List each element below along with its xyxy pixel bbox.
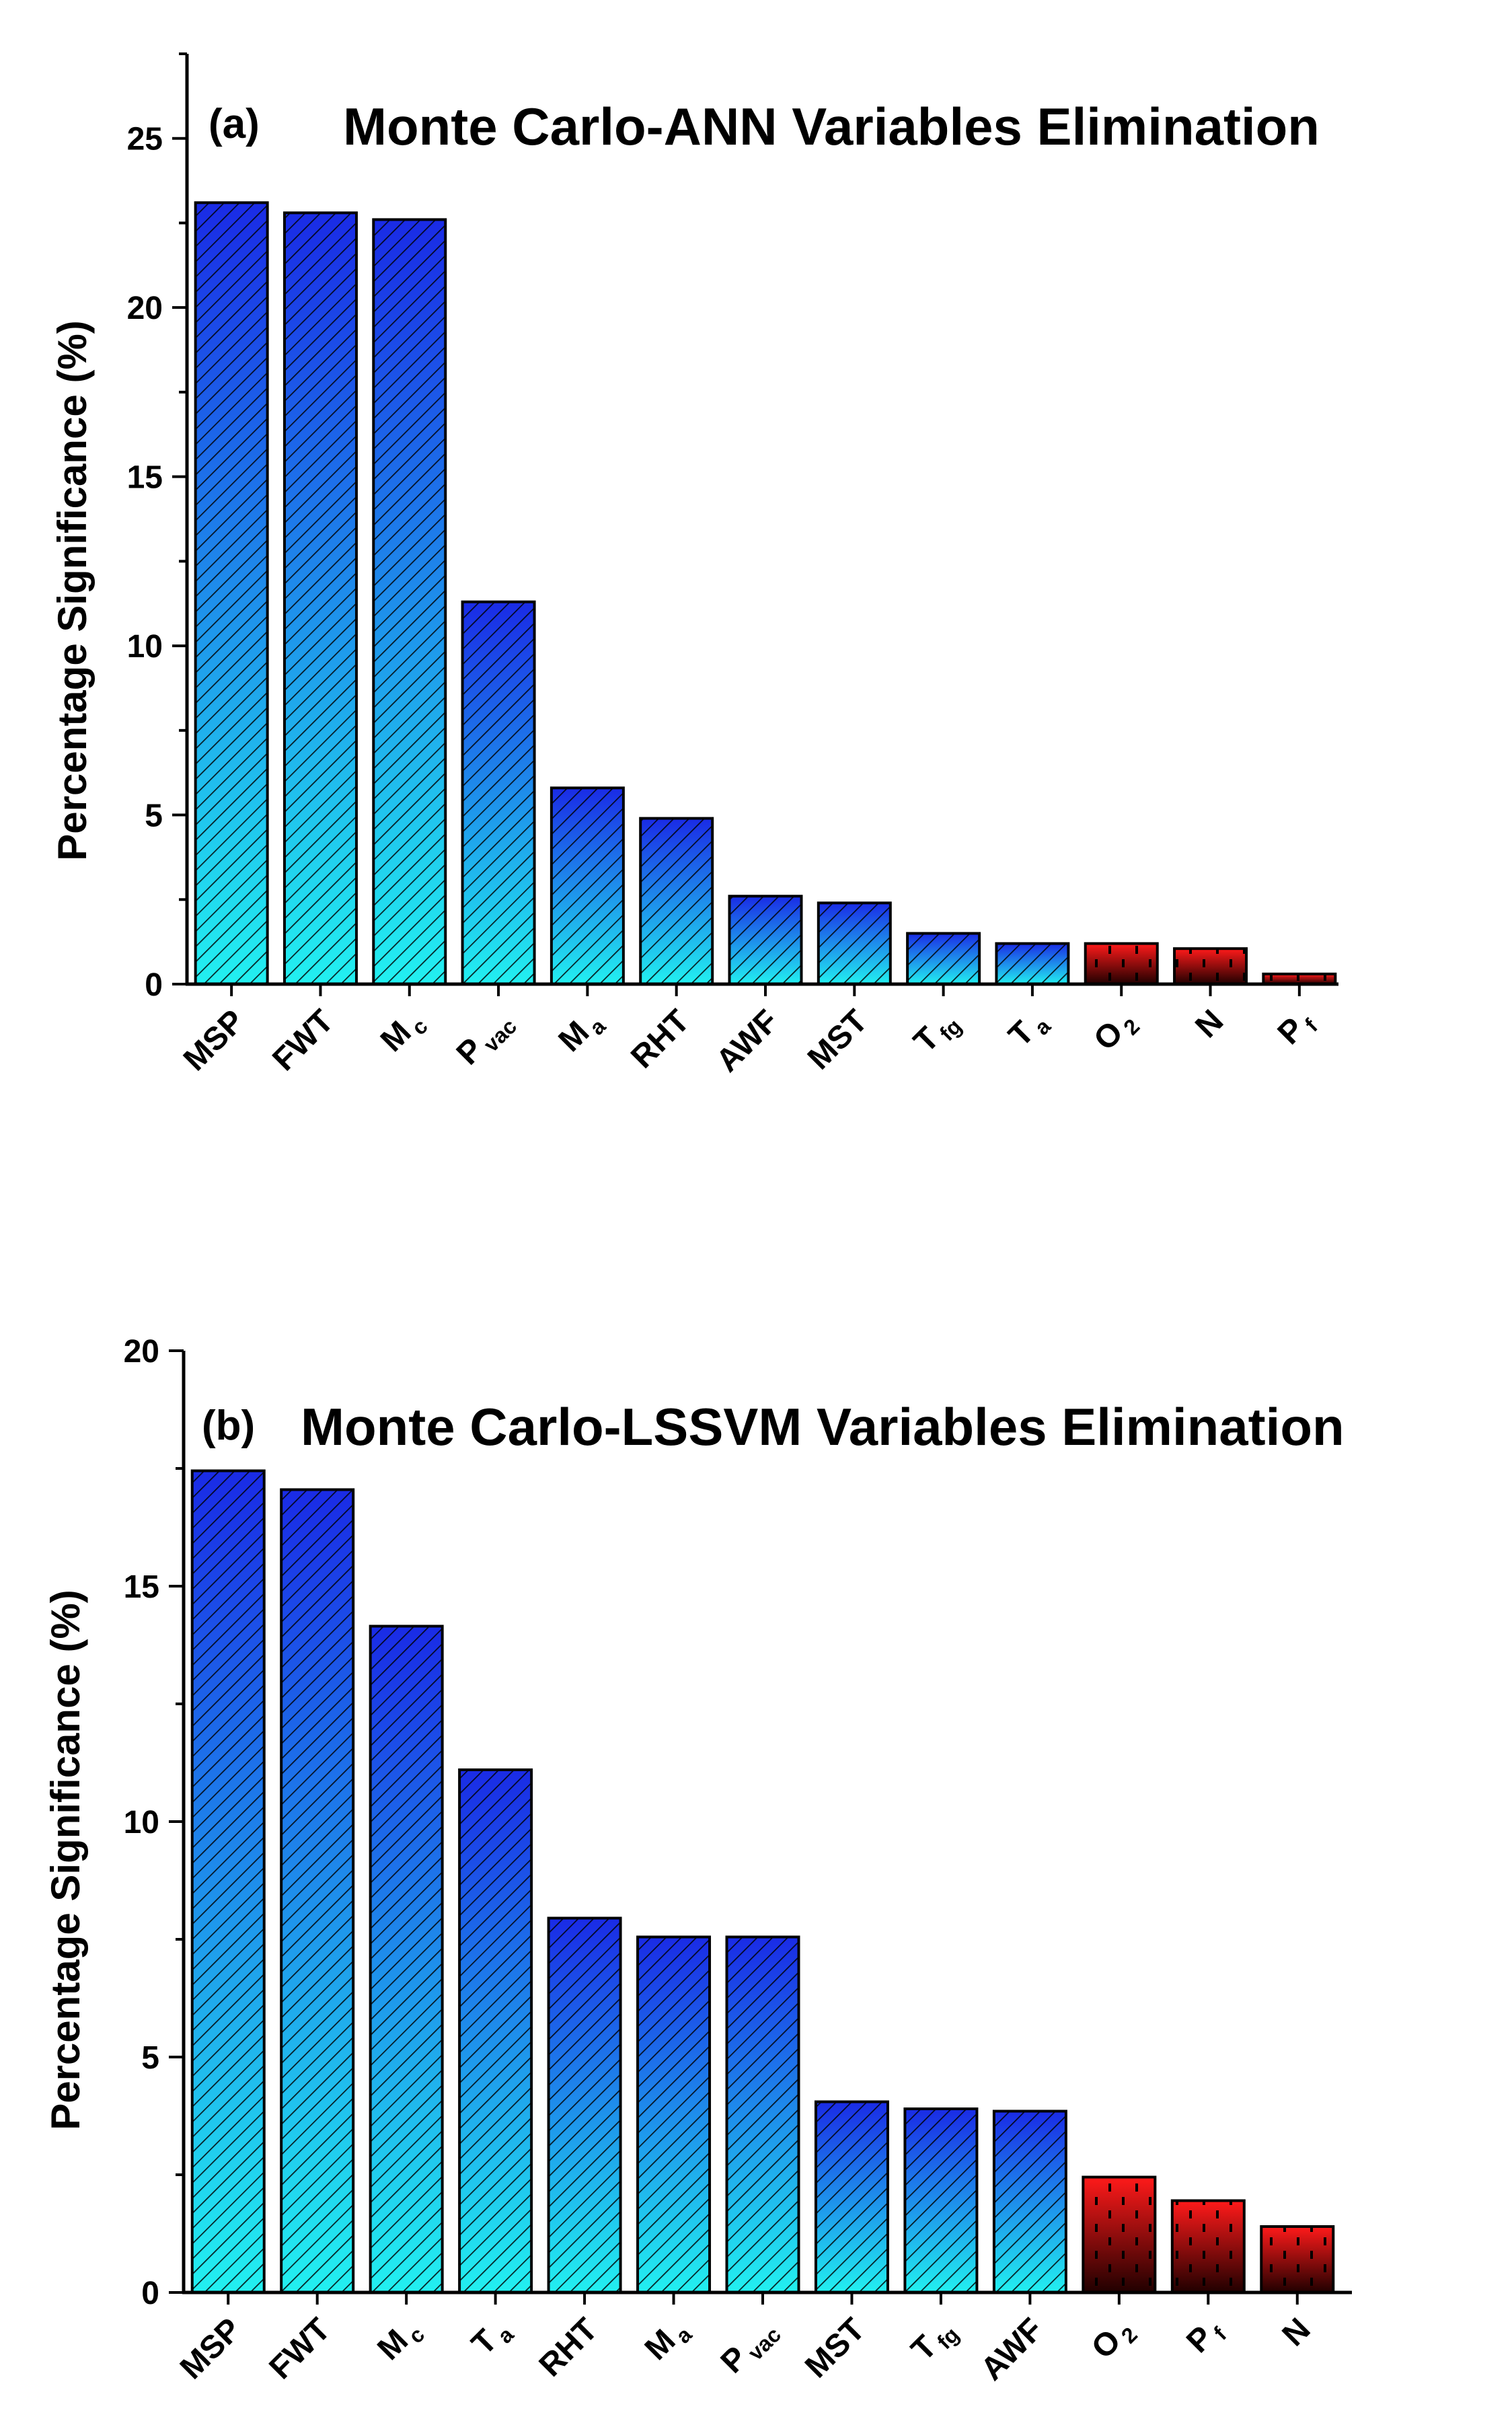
x-tick-label-9: Tfg bbox=[905, 2311, 964, 2370]
bar-4 bbox=[461, 600, 536, 985]
y-ticks-b: 0 5 10 15 20 bbox=[124, 1334, 159, 2311]
bar-1 bbox=[190, 1469, 266, 2294]
x-tick-label-12: Pf bbox=[1180, 2311, 1231, 2362]
bar-8 bbox=[817, 901, 892, 985]
bar-1 bbox=[194, 201, 269, 985]
bar-5 bbox=[550, 786, 625, 986]
bar-3 bbox=[372, 218, 447, 986]
bar-6 bbox=[636, 1935, 712, 2294]
x-tick-label-11: O2 bbox=[1085, 2311, 1142, 2368]
bar-6 bbox=[639, 817, 714, 986]
axes-a bbox=[172, 52, 1338, 996]
x-tick-label-7: AWF bbox=[710, 1003, 786, 1079]
x-tick-label-11: O2 bbox=[1087, 1003, 1144, 1060]
x-tick-label-8: MST bbox=[801, 1003, 874, 1076]
bars-a bbox=[194, 201, 1337, 986]
bars-b bbox=[190, 1469, 1335, 2294]
bar-7 bbox=[725, 1935, 800, 2294]
y-tick-label: 15 bbox=[124, 1569, 159, 1605]
bar-12 bbox=[1173, 947, 1248, 986]
x-tick-label-1: MSP bbox=[177, 1003, 252, 1078]
y-axis-label-b: Percentage Significance (%) bbox=[43, 1590, 88, 2130]
bar-2 bbox=[280, 1488, 355, 2294]
bar-10 bbox=[995, 942, 1070, 985]
bar-2 bbox=[282, 211, 358, 985]
chart-title-b: Monte Carlo-LSSVM Variables Elimination bbox=[301, 1397, 1345, 1456]
x-tick-label-6: Ma bbox=[638, 2311, 697, 2370]
y-tick-label: 20 bbox=[127, 291, 163, 326]
x-tick-label-5: RHT bbox=[533, 2311, 605, 2383]
x-tick-label-2: FWT bbox=[266, 1003, 340, 1078]
bar-7 bbox=[728, 895, 803, 986]
panel-label-b: (b) bbox=[202, 1403, 255, 1449]
y-tick-label: 20 bbox=[124, 1334, 159, 1370]
y-tick-label: 5 bbox=[141, 2040, 159, 2076]
axes-b bbox=[169, 1349, 1352, 2305]
y-axis-label-a: Percentage Significance (%) bbox=[50, 320, 95, 861]
x-tick-label-3: Mc bbox=[374, 1003, 432, 1061]
y-tick-label: 10 bbox=[127, 629, 163, 665]
x-tick-label-7: Pvac bbox=[714, 2311, 786, 2383]
bar-9 bbox=[906, 932, 981, 985]
bar-12 bbox=[1170, 2199, 1246, 2294]
x-tick-label-12: N bbox=[1188, 1003, 1230, 1045]
bar-10 bbox=[992, 2109, 1067, 2294]
y-tick-label: 5 bbox=[145, 798, 163, 834]
x-tick-label-8: MST bbox=[798, 2311, 872, 2385]
bar-8 bbox=[814, 2100, 889, 2294]
x-tick-label-4: Pvac bbox=[450, 1003, 521, 1074]
chart-title-a: Monte Carlo-ANN Variables Elimination bbox=[343, 97, 1320, 156]
chart-panel-a: (a) Monte Carlo-ANN Variables Eliminatio… bbox=[50, 52, 1338, 1079]
x-ticks-b: MSP FWT Mc Ta RHT Ma Pvac MST Tfg AWF O2 Pf N bbox=[174, 2311, 1318, 2387]
panel-label-a: (a) bbox=[209, 101, 260, 147]
x-tick-label-10: Ta bbox=[1002, 1003, 1055, 1056]
y-tick-label: 0 bbox=[145, 967, 163, 1003]
x-tick-label-10: AWF bbox=[974, 2311, 1050, 2387]
x-tick-label-4: Ta bbox=[465, 2311, 518, 2364]
x-ticks-a: MSP FWT Mc Pvac Ma RHT AWF MST Tfg Ta O2 N Pf bbox=[177, 1003, 1322, 1079]
bar-11 bbox=[1084, 942, 1159, 985]
x-tick-label-1: MSP bbox=[174, 2311, 248, 2386]
bar-3 bbox=[369, 1625, 444, 2294]
y-tick-label: 10 bbox=[124, 1805, 159, 1840]
y-ticks-a: 0 5 10 15 20 25 bbox=[127, 122, 163, 1003]
x-tick-label-3: Mc bbox=[371, 2311, 429, 2370]
y-tick-label: 25 bbox=[127, 122, 163, 157]
x-tick-label-9: Tfg bbox=[907, 1003, 967, 1062]
bar-5 bbox=[547, 1916, 622, 2294]
bar-4 bbox=[458, 1768, 533, 2294]
x-tick-label-13: N bbox=[1276, 2311, 1318, 2353]
x-tick-label-5: Ma bbox=[552, 1003, 611, 1061]
y-tick-label: 0 bbox=[141, 2276, 159, 2311]
y-tick-label: 15 bbox=[127, 460, 163, 496]
x-tick-label-13: Pf bbox=[1271, 1003, 1322, 1054]
bar-11 bbox=[1082, 2175, 1157, 2294]
x-tick-label-2: FWT bbox=[262, 2311, 337, 2386]
bar-13 bbox=[1260, 2225, 1335, 2294]
chart-panel-b: (b) Monte Carlo-LSSVM Variables Eliminat… bbox=[43, 1334, 1352, 2387]
bar-9 bbox=[903, 2107, 979, 2294]
x-tick-label-6: RHT bbox=[624, 1003, 696, 1075]
